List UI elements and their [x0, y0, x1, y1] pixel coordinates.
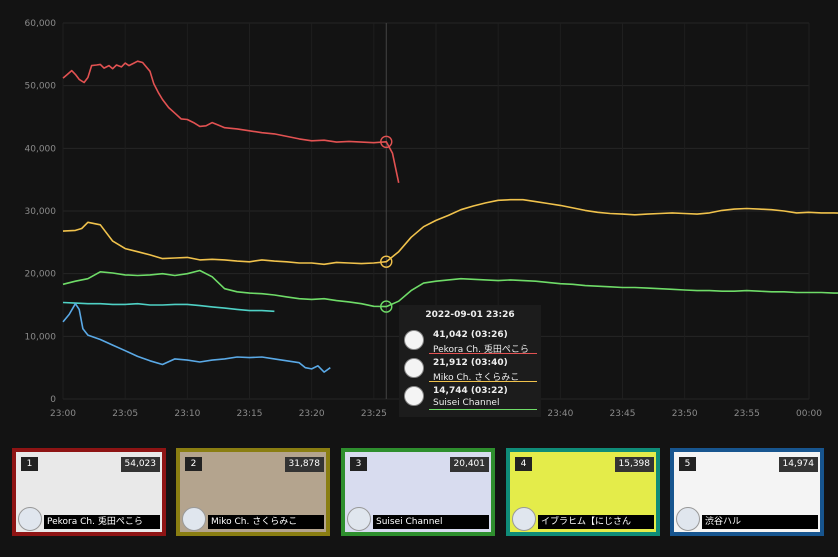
y-tick-label: 40,000: [25, 144, 57, 154]
chart-series: [62, 60, 838, 373]
tooltip-value: 21,912 (03:40): [433, 358, 508, 368]
hover-marker: [380, 300, 393, 313]
x-tick-label: 00:00: [796, 409, 822, 419]
avatar: [404, 358, 424, 378]
series-color-line: [429, 409, 537, 410]
x-tick-label: 23:20: [299, 409, 325, 419]
viewer-count: 14,974: [778, 457, 818, 472]
viewer-count: 15,398: [614, 457, 654, 472]
tooltip-row-suisei: 14,744 (03:22) Suisei Channel: [403, 383, 537, 411]
channel-card-2[interactable]: 2 31,878 Miko Ch. さくらみこ: [176, 448, 330, 536]
x-tick-label: 23:10: [174, 409, 200, 419]
avatar: [18, 507, 42, 531]
x-tick-label: 23:55: [734, 409, 760, 419]
rank-badge: 4: [515, 457, 532, 471]
channel-card-5[interactable]: 5 14,974 渋谷ハル: [670, 448, 824, 536]
tooltip-channel-name: Miko Ch. さくらみこ: [433, 373, 520, 383]
x-tick-label: 23:40: [547, 409, 573, 419]
y-tick-label: 50,000: [25, 82, 57, 92]
rank-badge: 3: [350, 457, 367, 471]
rank-badge: 2: [185, 457, 202, 471]
channel-name: Miko Ch. さくらみこ: [208, 515, 324, 529]
x-tick-label: 23:05: [112, 409, 138, 419]
y-tick-label: 10,000: [25, 332, 57, 342]
hover-marker: [380, 255, 393, 268]
viewer-count: 20,401: [449, 457, 489, 472]
tooltip-channel-name: Suisei Channel: [433, 398, 500, 408]
tooltip-row-miko: 21,912 (03:40) Miko Ch. さくらみこ: [403, 355, 537, 383]
series-color-line: [429, 353, 537, 354]
viewer-count: 31,878: [284, 457, 324, 472]
x-tick-label: 23:50: [672, 409, 698, 419]
channel-name: イブラヒム【にじさん: [538, 515, 654, 529]
rank-badge: 5: [679, 457, 696, 471]
avatar: [404, 386, 424, 406]
y-tick-label: 30,000: [25, 207, 57, 217]
ranking-cards: 1 54,023 Pekora Ch. 兎田ぺこら 2 31,878 Miko …: [0, 446, 838, 542]
y-tick-label: 0: [50, 395, 56, 405]
hover-marker: [380, 135, 393, 149]
tooltip-value: 41,042 (03:26): [433, 330, 508, 340]
tooltip-time: 2022-09-01 23:26: [425, 310, 515, 320]
hover-markers: [380, 135, 393, 313]
avatar: [347, 507, 371, 531]
chart-tooltip: 2022-09-01 23:26 41,042 (03:26) Pekora C…: [399, 305, 541, 417]
channel-name: 渋谷ハル: [702, 515, 818, 529]
series-line-2: [62, 198, 838, 266]
tooltip-row-pekora: 41,042 (03:26) Pekora Ch. 兎田ぺこら: [403, 327, 537, 355]
series-line-1: [62, 60, 400, 183]
channel-name: Pekora Ch. 兎田ぺこら: [44, 515, 160, 529]
series-line-3: [62, 269, 838, 308]
series-line-5: [62, 302, 331, 373]
x-tick-label: 23:00: [50, 409, 76, 419]
avatar: [182, 507, 206, 531]
viewer-count: 54,023: [120, 457, 160, 472]
rank-badge: 1: [21, 457, 38, 471]
x-tick-label: 23:45: [610, 409, 636, 419]
avatar: [512, 507, 536, 531]
avatar: [404, 330, 424, 350]
x-tick-label: 23:25: [361, 409, 387, 419]
y-axis-labels: 0 10,000 20,000 30,000 40,000 50,000 60,000: [25, 19, 57, 405]
tooltip-channel-name: Pekora Ch. 兎田ぺこら: [433, 345, 529, 355]
channel-card-4[interactable]: 4 15,398 イブラヒム【にじさん: [506, 448, 660, 536]
channel-card-3[interactable]: 3 20,401 Suisei Channel: [341, 448, 495, 536]
series-color-line: [429, 381, 537, 382]
channel-name: Suisei Channel: [373, 515, 489, 529]
y-tick-label: 60,000: [25, 19, 57, 29]
x-tick-label: 23:15: [237, 409, 263, 419]
series-line-4: [62, 301, 275, 313]
y-tick-label: 20,000: [25, 270, 57, 280]
avatar: [676, 507, 700, 531]
tooltip-value: 14,744 (03:22): [433, 386, 508, 396]
channel-card-1[interactable]: 1 54,023 Pekora Ch. 兎田ぺこら: [12, 448, 166, 536]
